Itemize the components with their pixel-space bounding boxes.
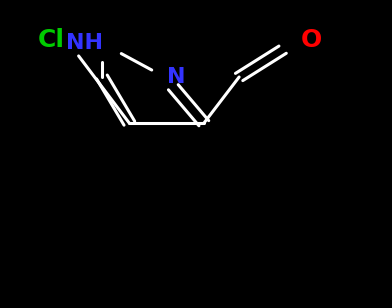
Text: O: O — [301, 28, 322, 52]
Text: N: N — [167, 67, 186, 87]
Text: NH: NH — [66, 33, 103, 53]
Text: Cl: Cl — [38, 28, 64, 52]
